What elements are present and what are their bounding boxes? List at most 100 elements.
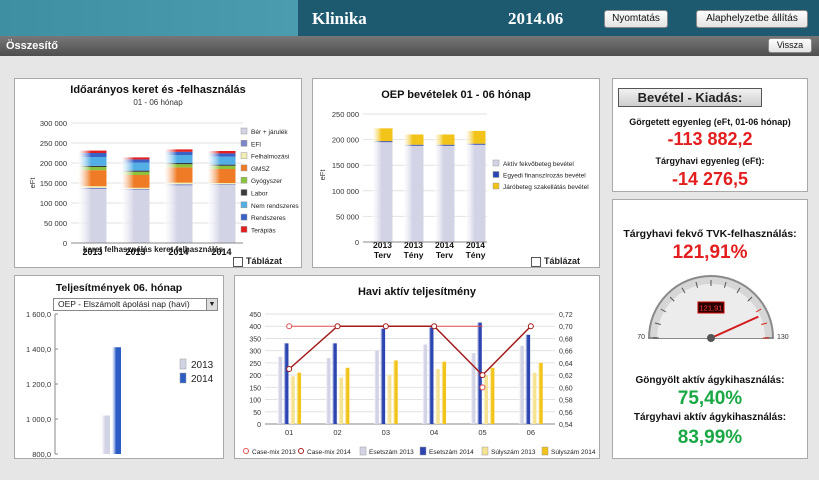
chevron-down-icon[interactable]: ▼ [206,299,217,310]
casemix-point [286,323,293,330]
budget-legend-swatch [240,176,248,184]
oep-y-tick-label: 0 [355,238,359,247]
activity-bar [428,327,434,424]
activity-y-tick-label: 250 [249,361,261,368]
metric-dropdown[interactable]: OEP - Elszámolt ápolási nap (havi) ▼ [53,298,218,311]
casemix-point [479,372,486,379]
budget-x-tick-label: 2013 [125,247,145,257]
app-title: Klinika [312,9,367,28]
budget-legend-swatch [240,213,248,221]
performance-chart: 800,0 1 000,0 1 200,0 1 400,0 1 600,0 2013 201… [26,310,214,459]
perf-bar [112,347,121,454]
gauge-tick [695,281,699,288]
monthly-activity-title: Havi aktív teljesítmény [357,286,476,298]
gauge-readout: 121,91 [700,304,723,313]
budget-bar-segment [164,167,193,183]
activity-y-tick-label: 300 [249,349,261,356]
casemix-point [479,384,486,391]
budget-bar-segment [121,159,150,163]
activity-y2-tick-label: 0,58 [559,398,573,405]
budget-bar-segment [207,165,236,169]
budget-legend-swatch [240,201,248,209]
activity-x-tick-label: 03 [382,428,390,437]
budget-y-tick-label: 200 000 [40,159,67,168]
gauge-tick [755,308,762,313]
oep-chart-panel: OEP bevételek 01 - 06 hónap 0 50 000 100 0… [312,78,600,268]
gauge-hub [707,334,715,342]
reset-button[interactable]: Alaphelyzetbe állítás [696,10,808,28]
oep-bar-segment [465,144,486,242]
table-toggle[interactable]: Táblázat [233,256,282,267]
oep-legend-label: Egyedi finanszírozás bevétel [503,173,586,180]
activity-bar [531,372,537,424]
oep-legend-swatch [492,171,500,178]
oep-bar-segment [372,128,393,142]
gauge-tick [723,281,727,288]
gauge-tick [747,296,753,302]
activity-bar [489,367,495,424]
budget-bar-segment [121,170,150,172]
monthly-balance-value: -14 276,5 [671,169,749,189]
budget-bar-segment [164,164,193,168]
print-button[interactable]: Nyomtatás [604,10,668,28]
oep-bar-segment [465,143,486,145]
budget-bar-segment [78,170,107,187]
budget-legend-swatch [240,189,248,196]
gauge-readout-box [697,301,725,314]
activity-bar [373,350,379,424]
table-toggle-label: Táblázat [246,256,283,266]
activity-y-tick-label: 150 [249,385,261,392]
oep-x-tick-label: 2014 [466,240,485,250]
perf-y-tick-label: 1 400,0 [26,345,51,354]
budget-bar-segment [207,156,236,165]
oep-y-tick-label: 250 000 [332,110,359,119]
budget-bar-segment [121,175,150,188]
table-checkbox[interactable] [233,256,243,267]
budget-bar-segment [164,182,193,185]
activity-bar [296,372,302,424]
oep-legend-label: Aktív fekvőbeteg bevétel [503,161,574,168]
casemix-point [431,323,438,330]
activity-bar [518,345,524,424]
budget-bar-segment [78,167,107,171]
budget-bar-segment [164,151,193,155]
monthly-bed-usage-label: Tárgyhavi aktív ágykihasználás: [633,412,787,423]
back-button[interactable]: Vissza [768,38,812,53]
budget-y-tick-label: 100 000 [40,199,67,208]
utilization-panel: Tárgyhavi fekvő TVK-felhasználás: 121,91… [612,199,808,459]
perf-bar [101,415,110,454]
oep-bar-segment [434,145,455,242]
gauge-tick [761,322,768,326]
table-checkbox-2[interactable] [531,256,541,267]
activity-legend-marker [243,448,249,454]
performance-title: Teljesítmények 06. hónap [55,282,183,294]
oep-bar-segment [434,134,455,145]
activity-bar [380,328,386,424]
budget-bar-segment [207,185,236,243]
budget-chart: 0 50 000 100 000 150 000 200 000 250 000 300 0… [28,119,299,257]
budget-bar-segment [121,187,150,189]
activity-y2-tick-label: 0,56 [559,410,573,417]
budget-legend-label: Felhalmozási [251,154,289,161]
activity-bar [283,343,289,424]
casemix-2014-line [288,325,532,377]
budget-x-tick-label: 2014 [168,247,188,257]
oep-bar-segment [372,142,393,242]
monthly-bed-usage-value: 83,99% [677,427,743,448]
budget-y-tick-label: 300 000 [40,119,67,128]
activity-legend-swatch [359,446,367,456]
activity-y-tick-label: 350 [249,336,261,343]
gauge-tick [660,308,667,313]
budget-x-tick-label: 2014 [211,247,231,257]
oep-y-tick-label: 50 000 [336,212,359,221]
oep-x-tick-sublabel: Terv [374,250,392,260]
budget-legend-label: Terápiás [251,227,276,234]
budget-bar-segment [78,189,107,243]
activity-y2-tick-label: 0,70 [559,324,573,331]
oep-bar-segment [403,145,424,242]
budget-legend-swatch [240,226,248,233]
table-toggle-2[interactable]: Táblázat [531,256,580,267]
activity-bar [483,375,489,424]
activity-x-tick-label: 05 [478,428,486,437]
oep-y-tick-label: 150 000 [332,161,359,170]
